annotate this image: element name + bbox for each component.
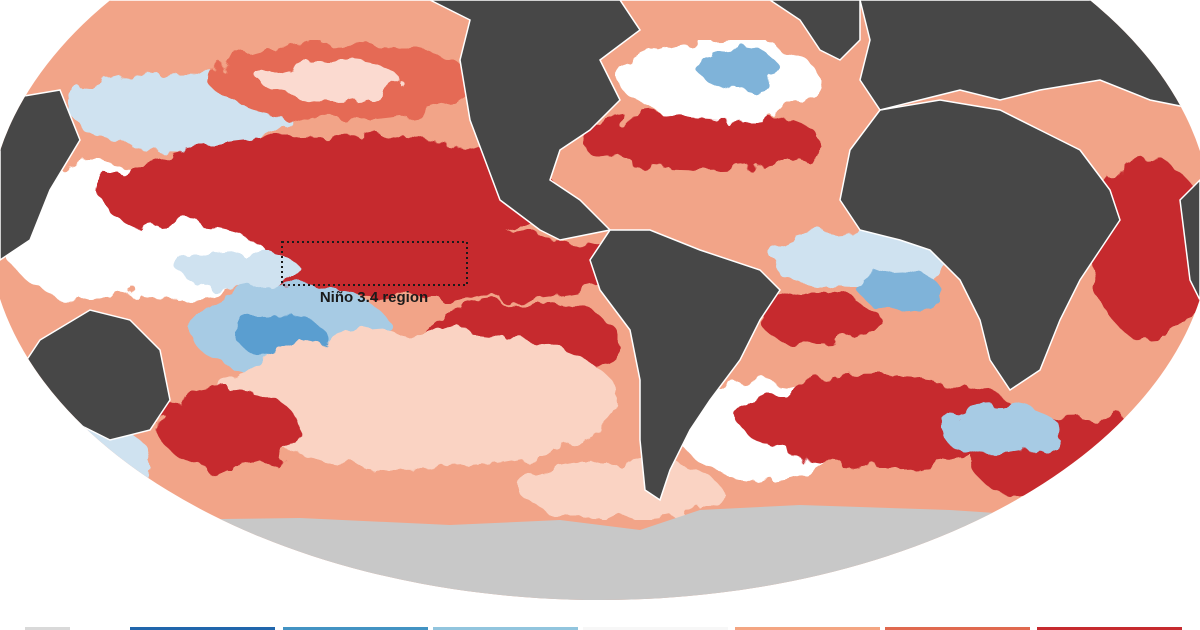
europe-asia: [859, 0, 1200, 111]
legend-bar: [25, 627, 1182, 630]
legend-swatch: [1037, 627, 1182, 630]
asia-edge: [1179, 178, 1200, 301]
legend-swatch: [130, 627, 275, 630]
anomaly-patches: [0, 40, 1200, 520]
region-label: Niño 3.4 region: [320, 289, 428, 306]
north-america: [0, 0, 1200, 241]
legend-swatch: [885, 627, 1030, 630]
legend-swatch: [735, 627, 880, 630]
africa: [839, 99, 1121, 392]
south-america: [589, 229, 781, 502]
nino-region-box: [281, 241, 468, 286]
legend-swatch: [433, 627, 578, 630]
legend-swatch: [25, 627, 70, 630]
legend-swatch: [283, 627, 428, 630]
asia-west: [0, 89, 81, 262]
legend-swatch: [583, 627, 728, 630]
